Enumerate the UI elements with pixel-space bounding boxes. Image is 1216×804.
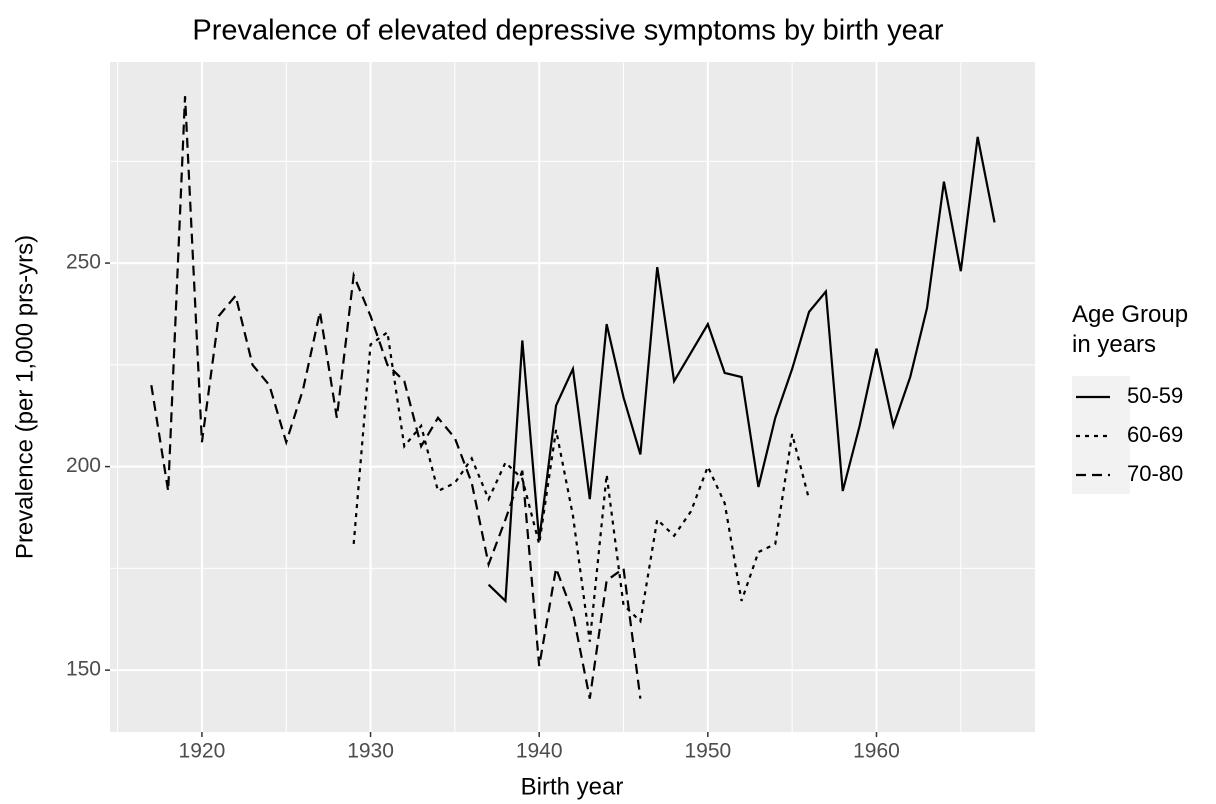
y-tick-label: 200 [66, 454, 101, 477]
panel [110, 62, 1035, 732]
legend-key-background [1072, 376, 1130, 494]
chart-title: Prevalence of elevated depressive sympto… [192, 15, 943, 47]
x-tick-label: 1940 [516, 740, 563, 763]
x-tick-label: 1950 [684, 740, 731, 763]
line-series [352, 330, 811, 642]
x-tick-label: 1960 [853, 740, 900, 763]
legend-label: 60-69 [1127, 422, 1183, 447]
x-tick-label: 1930 [347, 740, 394, 763]
y-axis-label: Prevalence (per 1,000 prs-yrs) [11, 235, 38, 559]
line-series [150, 96, 642, 699]
x-tick-label: 1920 [179, 740, 226, 763]
legend-title: Age Group in years [1072, 301, 1189, 358]
y-tick-label: 150 [66, 658, 101, 681]
y-tick-label: 250 [66, 251, 101, 274]
line-series [487, 136, 996, 604]
x-axis-label: Birth year [521, 773, 624, 800]
legend-label: 50-59 [1127, 383, 1183, 408]
legend-label: 70-80 [1127, 461, 1183, 486]
